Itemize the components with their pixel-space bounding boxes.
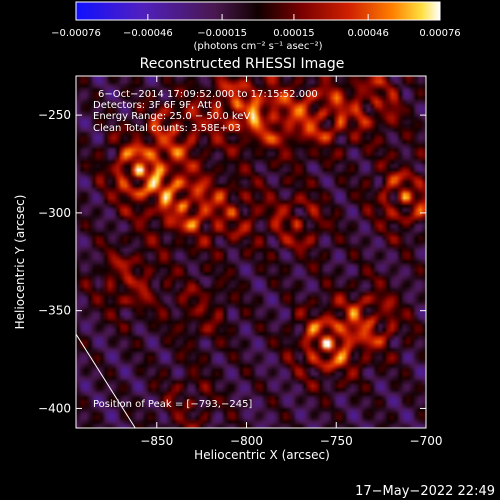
info-energy-range: Energy Range: 25.0 − 50.0 keV bbox=[93, 111, 250, 122]
colorbar-ticks: −0.00076 −0.00046 −0.00015 0.00015 0.00046 0.… bbox=[51, 14, 461, 39]
colorbar-units: (photons cm⁻² s⁻¹ asec⁻²) bbox=[193, 41, 322, 52]
y-tick-label: −250 bbox=[38, 108, 71, 122]
render-timestamp: 17−May−2022 22:49 bbox=[355, 484, 495, 499]
colorbar bbox=[75, 1, 441, 21]
heatmap-image bbox=[76, 76, 426, 428]
x-tick-label: −750 bbox=[320, 434, 353, 448]
x-axis-ticks: −850 −800 −750 −700 bbox=[140, 76, 442, 448]
plot-frame bbox=[75, 75, 427, 429]
colorbar-tick-label: −0.00046 bbox=[123, 28, 173, 39]
y-tick-label: −400 bbox=[38, 401, 71, 415]
info-detectors: Detectors: 3F 6F 9F, Att 0 bbox=[93, 100, 221, 111]
peak-position-label: Position of Peak = [−793,−245] bbox=[93, 399, 252, 410]
y-tick-label: −350 bbox=[38, 304, 71, 318]
x-tick-label: −850 bbox=[140, 434, 173, 448]
colorbar-tick-label: −0.00076 bbox=[51, 28, 101, 39]
info-clean-counts: Clean Total counts: 3.58E+03 bbox=[93, 123, 241, 134]
colorbar-tick-label: 0.00076 bbox=[419, 28, 460, 39]
y-tick-label: −300 bbox=[38, 206, 71, 220]
solar-limb-line bbox=[76, 333, 136, 428]
x-tick-label: −800 bbox=[230, 434, 263, 448]
colorbar-tick-label: 0.00015 bbox=[273, 28, 314, 39]
y-axis-label: Heliocentric Y (arcsec) bbox=[13, 195, 27, 330]
y-axis-ticks: −400 −350 −300 −250 bbox=[38, 108, 426, 415]
colorbar-tick-label: 0.00046 bbox=[347, 28, 388, 39]
heatmap-area bbox=[76, 76, 426, 428]
chart-title: Reconstructed RHESSI Image bbox=[140, 56, 345, 72]
x-axis-label: Heliocentric X (arcsec) bbox=[194, 448, 330, 462]
x-tick-label: −700 bbox=[410, 434, 443, 448]
colorbar-tick-label: −0.00015 bbox=[197, 28, 247, 39]
info-time-range: 6−Oct−2014 17:09:52.000 to 17:15:52.000 bbox=[98, 89, 318, 100]
observation-info: 6−Oct−2014 17:09:52.000 to 17:15:52.000 … bbox=[93, 89, 318, 134]
